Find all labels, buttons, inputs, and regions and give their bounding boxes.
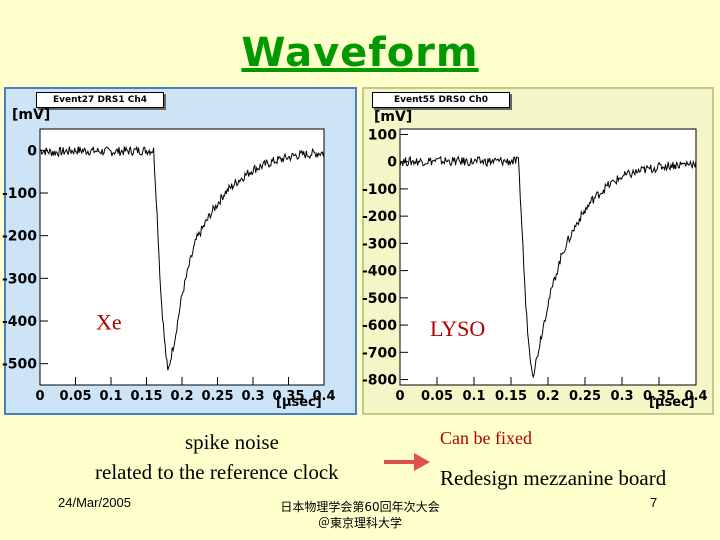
xe-y-tick-label: 0: [27, 143, 37, 159]
xe-event-label: Event27 DRS1 Ch4: [36, 92, 164, 108]
footer-conference: 日本物理学会第60回年次大会: [280, 500, 440, 514]
lyso-x-tick-label: 0.1: [462, 389, 485, 404]
lyso-y-tick-label: 0: [387, 155, 397, 171]
xe-x-tick-label: 0.4: [312, 389, 335, 404]
note-redesign: Redesign mezzanine board: [440, 466, 667, 490]
lyso-y-unit: [mV]: [374, 109, 413, 125]
lyso-waveform-line: [399, 155, 697, 379]
note-can-be-fixed: Can be fixed: [440, 428, 532, 448]
lyso-x-tick-label: 0.05: [421, 389, 453, 404]
xe-x-tick-label: 0.05: [59, 389, 91, 404]
lyso-y-tick-label: -200: [362, 209, 397, 225]
lyso-waveform-panel: Event55 DRS0 Ch0 [mV] [μsec] 100 0 -100 -20…: [362, 87, 714, 415]
lyso-y-tick-label: -300: [362, 236, 397, 252]
xe-waveform-panel: Event27 DRS1 Ch4 [mV] [μsec] 0 -100 -200 -3…: [2, 87, 357, 415]
xe-y-tick-label: -200: [2, 229, 37, 245]
xe-y-unit: [mV]: [12, 107, 51, 123]
xe-x-tick-label: 0.25: [201, 389, 233, 404]
page-title: Waveform: [241, 30, 479, 76]
lyso-y-tick-label: -500: [362, 291, 397, 307]
xe-x-tick-label: 0: [35, 389, 44, 404]
lyso-y-tick-label: -400: [362, 264, 397, 280]
footer-venue: ＠東京理科大学: [317, 516, 402, 530]
xe-waveform-plot: 0 -100 -200 -300 -400 -500 0 0.05 0.1 0.15 0.2 0.25…: [2, 128, 336, 404]
lyso-x-tick-label: 0.2: [536, 389, 559, 404]
note-reference-clock: related to the reference clock: [95, 460, 339, 484]
footer-date: 24/Mar/2005: [58, 495, 131, 510]
xe-x-tick-label: 0.2: [170, 389, 193, 404]
xe-x-tick-label: 0.35: [272, 389, 304, 404]
lyso-x-tick-label: 0.25: [569, 389, 601, 404]
lyso-x-tick-label: 0.15: [495, 389, 527, 404]
lyso-x-tick-label: 0.35: [643, 389, 675, 404]
xe-x-tick-label: 0.1: [99, 389, 122, 404]
xe-waveform-line: [39, 145, 325, 371]
xe-y-tick-label: -500: [2, 357, 37, 373]
lyso-x-unit: [μsec]: [649, 395, 695, 410]
xe-x-unit: [μsec]: [276, 395, 322, 410]
lyso-event-label: Event55 DRS0 Ch0: [372, 92, 510, 108]
lyso-x-tick-label: 0.4: [684, 389, 707, 404]
lyso-y-tick-label: -800: [362, 373, 397, 389]
lyso-y-tick-label: -700: [362, 345, 397, 361]
lyso-y-tick-label: 100: [368, 127, 397, 143]
xe-x-tick-label: 0.15: [130, 389, 162, 404]
lyso-y-tick-label: -100: [362, 182, 397, 198]
lyso-annotation: LYSO: [430, 316, 485, 341]
xe-x-tick-label: 0.3: [241, 389, 264, 404]
lyso-y-tick-label: -600: [362, 318, 397, 334]
xe-y-tick-label: -300: [2, 271, 37, 287]
arrow-icon: [384, 453, 430, 471]
xe-y-tick-label: -100: [2, 186, 37, 202]
lyso-x-tick-label: 0.3: [610, 389, 633, 404]
lyso-plot-frame: [399, 128, 697, 386]
xe-annotation: Xe: [96, 310, 122, 335]
footer-page-number: 7: [650, 495, 658, 510]
note-spike-noise: spike noise: [185, 430, 279, 454]
lyso-x-tick-label: 0: [395, 389, 404, 404]
xe-plot-frame: [39, 128, 325, 386]
xe-y-tick-label: -400: [2, 314, 37, 330]
